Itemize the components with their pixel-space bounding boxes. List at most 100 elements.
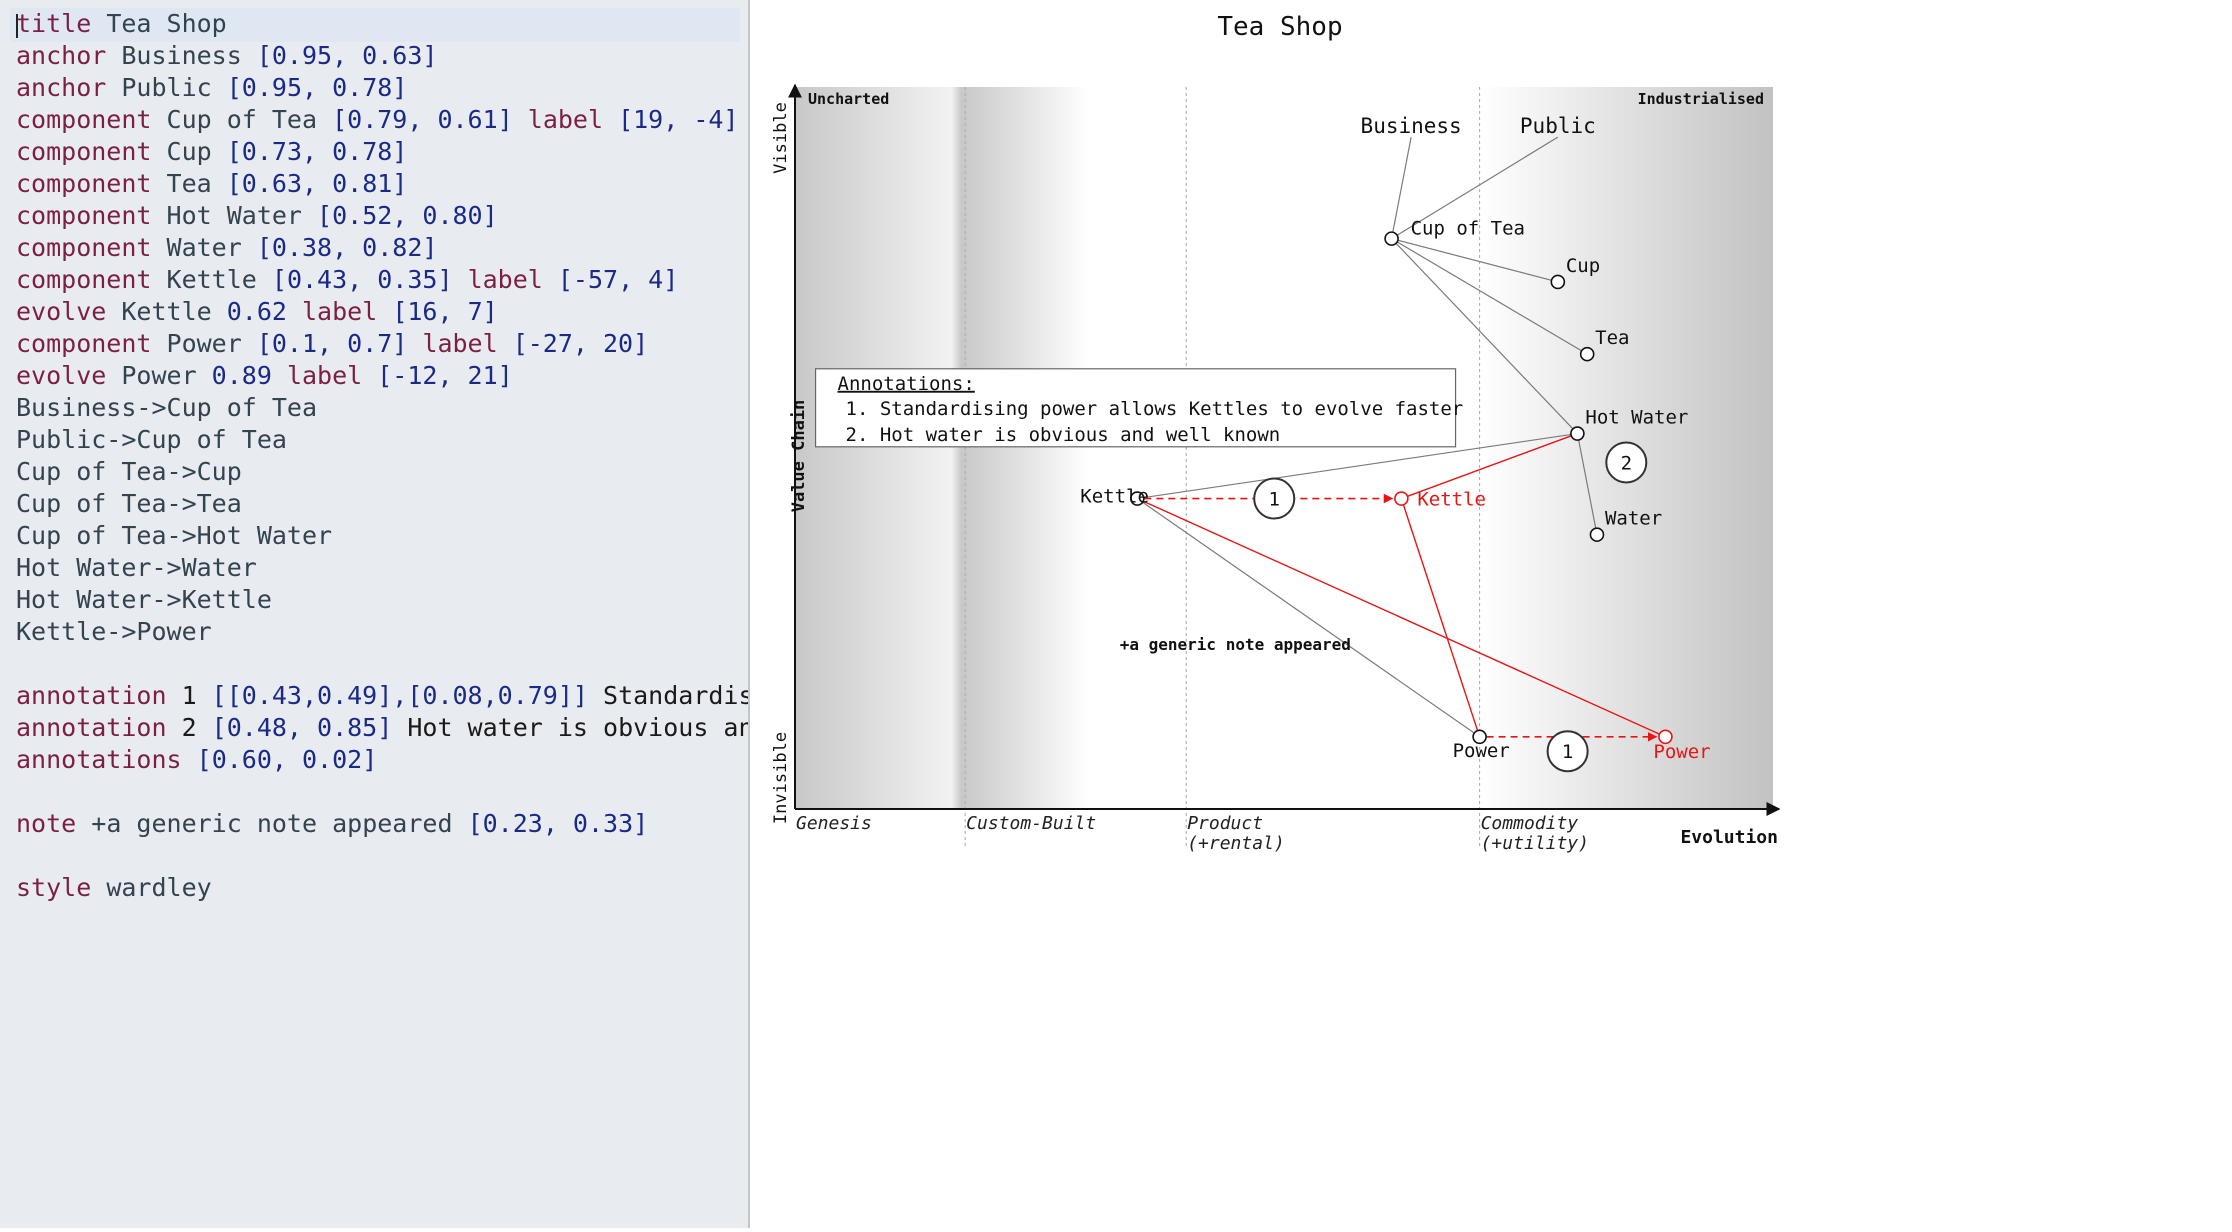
code-line[interactable] xyxy=(16,840,749,872)
code-line[interactable] xyxy=(16,776,749,808)
dependency-link xyxy=(1391,238,1558,283)
y-axis-label: Value Chain xyxy=(789,400,809,513)
annotation-item: 2. Hot water is obvious and well known xyxy=(846,424,1281,446)
code-token: Kettle xyxy=(106,297,227,326)
code-token: Hot water is obvious and xyxy=(392,713,750,742)
code-token: [0.60, 0.02] xyxy=(196,745,378,774)
component-node xyxy=(1550,274,1566,290)
code-token: anchor xyxy=(16,73,107,102)
code-line[interactable]: Hot Water->Water xyxy=(16,552,749,584)
code-token: [0.48, 0.85] xyxy=(211,713,393,742)
code-line[interactable]: component Cup of Tea [0.79, 0.61] label … xyxy=(16,104,749,136)
code-token: component xyxy=(16,265,152,294)
evolved-component-node xyxy=(1658,729,1673,745)
code-line[interactable]: Hot Water->Kettle xyxy=(16,584,749,616)
dependency-link xyxy=(1576,433,1598,535)
dependency-link xyxy=(1391,238,1578,434)
component-label: Kettle xyxy=(1080,486,1149,508)
component-label: Water xyxy=(1605,508,1662,530)
code-token: [0.63, 0.81] xyxy=(226,169,408,198)
evolved-link xyxy=(1401,432,1578,500)
x-axis-label: Evolution xyxy=(1680,827,1778,848)
code-line[interactable]: note +a generic note appeared [0.23, 0.3… xyxy=(16,808,749,840)
stage-label: Commodity xyxy=(1481,813,1579,834)
code-token: component xyxy=(16,201,152,230)
code-token: component xyxy=(16,137,152,166)
code-line[interactable]: annotation 2 [0.48, 0.85] Hot water is o… xyxy=(16,712,750,744)
evolved-component-label: Kettle xyxy=(1417,489,1486,511)
code-line[interactable]: anchor Public [0.95, 0.78] xyxy=(16,72,749,104)
code-text[interactable]: title Tea Shop anchor Business [0.95, 0.6… xyxy=(16,8,750,904)
code-token: +a generic note appeared xyxy=(76,809,468,838)
code-token: 1 xyxy=(166,681,212,710)
code-line[interactable]: component Power [0.1, 0.7] label [-27, 2… xyxy=(16,328,749,360)
code-line[interactable]: Cup of Tea->Hot Water xyxy=(16,520,749,552)
anchor-label: Business xyxy=(1361,114,1462,138)
code-token: Business->Cup of Tea xyxy=(16,393,318,422)
code-line[interactable]: component Water [0.38, 0.82] xyxy=(16,232,749,264)
code-line[interactable]: title Tea Shop xyxy=(16,8,749,40)
component-node xyxy=(1579,346,1595,362)
annotation-marker-number: 1 xyxy=(1562,741,1573,763)
text-caret xyxy=(16,14,18,38)
component-label: Power xyxy=(1453,740,1510,762)
code-token: label xyxy=(407,329,513,358)
code-editor[interactable]: title Tea Shop anchor Business [0.95, 0.6… xyxy=(0,0,750,1228)
code-token: [-27, 20] xyxy=(512,329,649,358)
code-line[interactable]: Business->Cup of Tea xyxy=(16,392,749,424)
code-line[interactable]: Kettle->Power xyxy=(16,616,749,648)
code-line[interactable]: Cup of Tea->Tea xyxy=(16,488,749,520)
code-token: [0.1, 0.7] xyxy=(256,329,408,358)
code-line[interactable]: Cup of Tea->Cup xyxy=(16,456,749,488)
anchor-label: Public xyxy=(1520,114,1596,138)
code-token: [19, -4] xyxy=(618,105,739,134)
code-token: 0.62 xyxy=(226,297,287,326)
code-line[interactable]: component Kettle [0.43, 0.35] label [-57… xyxy=(16,264,749,296)
code-token: note xyxy=(16,809,77,838)
component-label: Cup xyxy=(1566,255,1600,277)
code-line[interactable]: Public->Cup of Tea xyxy=(16,424,749,456)
dependency-link xyxy=(1137,432,1578,500)
code-line[interactable]: evolve Kettle 0.62 label [16, 7] xyxy=(16,296,749,328)
dependency-link xyxy=(1390,136,1412,239)
code-token: evolve xyxy=(16,297,107,326)
code-token: anchor xyxy=(16,41,107,70)
code-line[interactable]: annotation 1 [[0.43,0.49],[0.08,0.79]] S… xyxy=(16,680,749,712)
code-token xyxy=(182,745,197,774)
code-token: Business xyxy=(106,41,257,70)
code-line[interactable]: anchor Business [0.95, 0.63] xyxy=(16,40,749,72)
code-token: [-12, 21] xyxy=(377,361,513,390)
code-line[interactable]: component Hot Water [0.52, 0.80] xyxy=(16,200,749,232)
component-node xyxy=(1129,491,1145,506)
y-axis-bottom-label: Invisible xyxy=(771,732,791,824)
stage-label: Genesis xyxy=(796,813,872,834)
map-note: +a generic note appeared xyxy=(1120,635,1351,654)
annotation-marker xyxy=(1546,730,1589,773)
wardley-map-panel: Kettle Power Cup of Tea Cup Tea Hot Water Wate… xyxy=(752,0,2232,1228)
code-token: component xyxy=(16,105,152,134)
code-token: Hot Water->Water xyxy=(16,553,257,582)
active-line-highlight xyxy=(10,8,740,42)
code-token: [0.73, 0.78] xyxy=(226,137,408,166)
code-token: annotation xyxy=(16,681,167,710)
code-token: Public xyxy=(106,73,227,102)
dependency-link xyxy=(1391,136,1559,240)
code-token: Cup xyxy=(151,137,227,166)
split-pane-divider[interactable] xyxy=(748,0,750,1228)
code-line[interactable] xyxy=(16,648,749,680)
code-token: Hot Water xyxy=(151,201,318,230)
code-token: Tea Shop xyxy=(91,9,227,38)
code-token: Kettle->Power xyxy=(16,617,212,646)
evolved-link xyxy=(1400,498,1481,738)
code-line[interactable]: component Tea [0.63, 0.81] xyxy=(16,168,749,200)
code-token: Kettle xyxy=(151,265,272,294)
code-line[interactable]: component Cup [0.73, 0.78] xyxy=(16,136,749,168)
annotations-box xyxy=(814,368,1457,448)
evolved-component-label: Power xyxy=(1653,741,1710,763)
code-token: component xyxy=(16,233,152,262)
code-line[interactable]: annotations [0.60, 0.02] xyxy=(16,744,749,776)
code-token: label xyxy=(271,361,378,390)
code-line[interactable]: style wardley xyxy=(16,872,749,904)
dependency-link xyxy=(1136,498,1480,738)
code-line[interactable]: evolve Power 0.89 label [-12, 21] xyxy=(16,360,749,392)
